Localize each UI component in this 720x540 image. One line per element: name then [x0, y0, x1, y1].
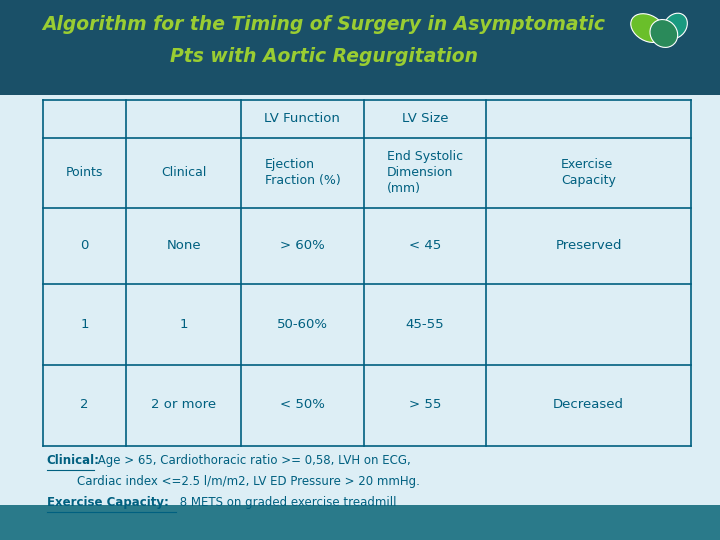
Text: LV Function: LV Function: [264, 112, 341, 125]
Text: < 45: < 45: [409, 239, 441, 252]
Text: Points: Points: [66, 166, 103, 179]
Text: Exercise
Capacity: Exercise Capacity: [561, 158, 616, 187]
Ellipse shape: [650, 19, 678, 48]
FancyBboxPatch shape: [0, 94, 720, 505]
Text: > 55: > 55: [409, 399, 441, 411]
Text: 1: 1: [179, 318, 188, 330]
Text: End Systolic
Dimension
(mm): End Systolic Dimension (mm): [387, 150, 463, 195]
Text: Algorithm for the Timing of Surgery in Asymptomatic: Algorithm for the Timing of Surgery in A…: [42, 15, 606, 34]
Text: Age > 65, Cardiothoracic ratio >= 0,58, LVH on ECG,: Age > 65, Cardiothoracic ratio >= 0,58, …: [94, 454, 411, 467]
Text: LV Size: LV Size: [402, 112, 448, 125]
Text: 45-55: 45-55: [405, 318, 444, 330]
Ellipse shape: [663, 13, 688, 39]
Text: 2: 2: [81, 399, 89, 411]
Text: Cardiac index <=2.5 l/m/m2, LV ED Pressure > 20 mmHg.: Cardiac index <=2.5 l/m/m2, LV ED Pressu…: [47, 475, 420, 488]
Text: Clinical:: Clinical:: [47, 454, 100, 467]
FancyBboxPatch shape: [0, 505, 720, 540]
Text: 1: 1: [81, 318, 89, 330]
Ellipse shape: [631, 14, 665, 43]
Text: > 60%: > 60%: [280, 239, 325, 252]
Text: Exercise Capacity:: Exercise Capacity:: [47, 496, 168, 509]
Text: 2 or more: 2 or more: [151, 399, 216, 411]
Text: Pts with Aortic Regurgitation: Pts with Aortic Regurgitation: [170, 47, 478, 66]
Text: Decreased: Decreased: [553, 399, 624, 411]
FancyBboxPatch shape: [0, 0, 720, 94]
Text: Clinical: Clinical: [161, 166, 207, 179]
Text: 50-60%: 50-60%: [277, 318, 328, 330]
Text: None: None: [166, 239, 201, 252]
Text: < 50%: < 50%: [280, 399, 325, 411]
Text: Ejection
Fraction (%): Ejection Fraction (%): [264, 158, 341, 187]
Text: 8 METS on graded exercise treadmill: 8 METS on graded exercise treadmill: [176, 496, 397, 509]
Text: Preserved: Preserved: [555, 239, 622, 252]
Text: 0: 0: [81, 239, 89, 252]
